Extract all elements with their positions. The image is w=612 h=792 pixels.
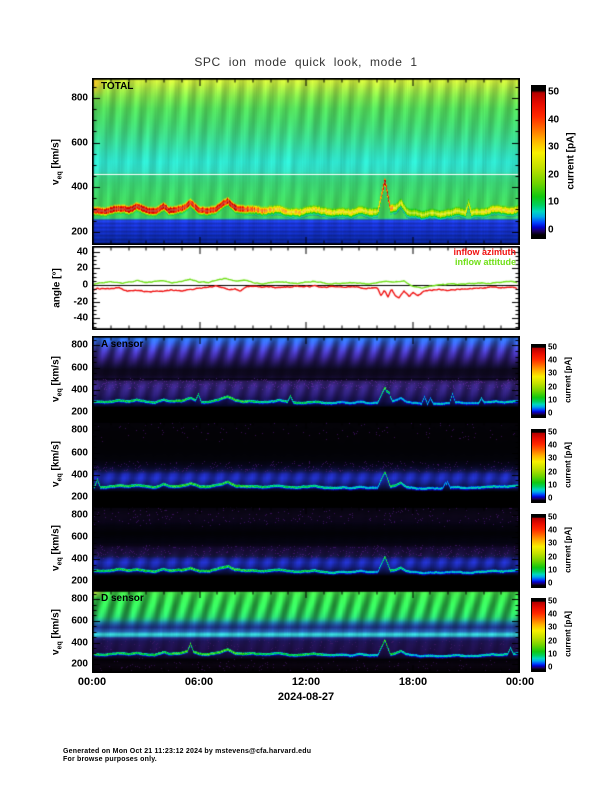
colorbar-D [531,598,546,672]
y-tick-label: 800 [71,92,88,104]
colorbar-tick-label: 0 [548,408,553,418]
colorbar-tick-label: 40 [548,440,557,450]
colorbar-tick-label: 10 [548,196,560,208]
colorbar-tick-label: 0 [548,662,553,672]
y-tick-label: 800 [71,424,88,436]
y-tick-label: 400 [71,553,88,565]
panel-B-heatmap [92,421,520,506]
panel-label-a: A sensor [101,339,144,350]
colorbar-tick-label: 50 [548,427,557,437]
colorbar-tick-label: 50 [548,596,557,606]
colorbar-B [531,429,546,503]
colorbar-tick-label: 0 [548,493,553,503]
y-axis-title-subscript: eq [56,170,64,179]
colorbar-tick-label: 10 [548,649,557,659]
panel-label-d: D sensor [101,593,144,604]
x-tick-label: 06:00 [184,676,214,688]
y-tick-label: 600 [71,137,88,149]
colorbar-C [531,514,546,588]
x-tick-label: 00:00 [505,676,535,688]
page-title: SPC ion mode quick look, mode 1 [194,55,418,69]
colorbar-tick-label: 0 [548,578,553,588]
footer-browse-line: For browse purposes only. [63,756,157,763]
colorbar-title-total: current [pA] [565,132,577,190]
y-tick-label: 600 [71,447,88,459]
y-tick-label: 200 [71,575,88,587]
colorbar-tick-label: 30 [548,622,557,632]
y-tick-label: 200 [71,658,88,670]
colorbar-tick-label: 20 [548,636,557,646]
y-tick-label: 800 [71,509,88,521]
colorbar-tick-label: 30 [548,453,557,463]
y-tick-label: 40 [76,246,88,258]
panel-C-heatmap [92,506,520,590]
x-axis-date-label: 2024-08-27 [277,691,335,703]
colorbar-tick-label: 20 [548,169,560,181]
colorbar-tick-label: 20 [548,382,557,392]
colorbar-tick-label: 10 [548,565,557,575]
colorbar-tick-label: 40 [548,525,557,535]
y-tick-label: -20 [73,296,88,308]
colorbar-tick-label: 50 [548,86,560,98]
y-tick-label: 800 [71,593,88,605]
colorbar-tick-label: 50 [548,342,557,352]
y-tick-label: 400 [71,637,88,649]
colorbar-tick-label: 30 [548,141,560,153]
y-tick-label: 600 [71,362,88,374]
panel-label-total: TOTAL [101,81,134,92]
footer-generated-line: Generated on Mon Oct 21 11:23:12 2024 by… [63,748,312,755]
colorbar-total [531,85,546,239]
colorbar-title-A: current [pA] [563,357,573,403]
y-tick-label: 200 [71,406,88,418]
panel-D-heatmap [92,590,520,673]
y-tick-label: 600 [71,531,88,543]
colorbar-tick-label: 0 [548,224,554,236]
colorbar-tick-label: 30 [548,368,557,378]
colorbar-tick-label: 10 [548,480,557,490]
colorbar-tick-label: 20 [548,467,557,477]
y-tick-label: -40 [73,312,88,324]
y-tick-label: 600 [71,615,88,627]
colorbar-tick-label: 50 [548,512,557,522]
colorbar-tick-label: 40 [548,114,560,125]
colorbar-tick-label: 30 [548,538,557,548]
legend-inflow-azimuth: inflow azimuth [453,247,517,257]
panel-total-heatmap [92,78,520,245]
legend-inflow-attitude: inflow attitude [455,256,516,267]
y-tick-label: 20 [76,262,88,274]
x-tick-label: 00:00 [77,676,107,688]
x-tick-label: 12:00 [291,676,321,688]
colorbar-tick-label: 40 [548,355,557,365]
y-tick-label: 200 [71,491,88,503]
y-tick-label: 200 [71,226,88,238]
colorbar-title-C: current [pA] [563,527,573,573]
colorbar-A [531,344,546,418]
colorbar-tick-label: 10 [548,395,557,405]
x-tick-label: 18:00 [398,676,428,688]
y-tick-label: 400 [71,384,88,396]
y-tick-label: 800 [71,339,88,351]
colorbar-title-B: current [pA] [563,442,573,488]
colorbar-tick-label: 40 [548,609,557,619]
y-tick-label: 400 [71,469,88,481]
y-tick-label: 400 [71,181,88,193]
panel-A-heatmap [92,336,520,421]
y-tick-label: 0 [82,279,88,291]
colorbar-title-D: current [pA] [563,611,573,657]
colorbar-tick-label: 20 [548,552,557,562]
panel-angle-linechart [92,246,520,330]
